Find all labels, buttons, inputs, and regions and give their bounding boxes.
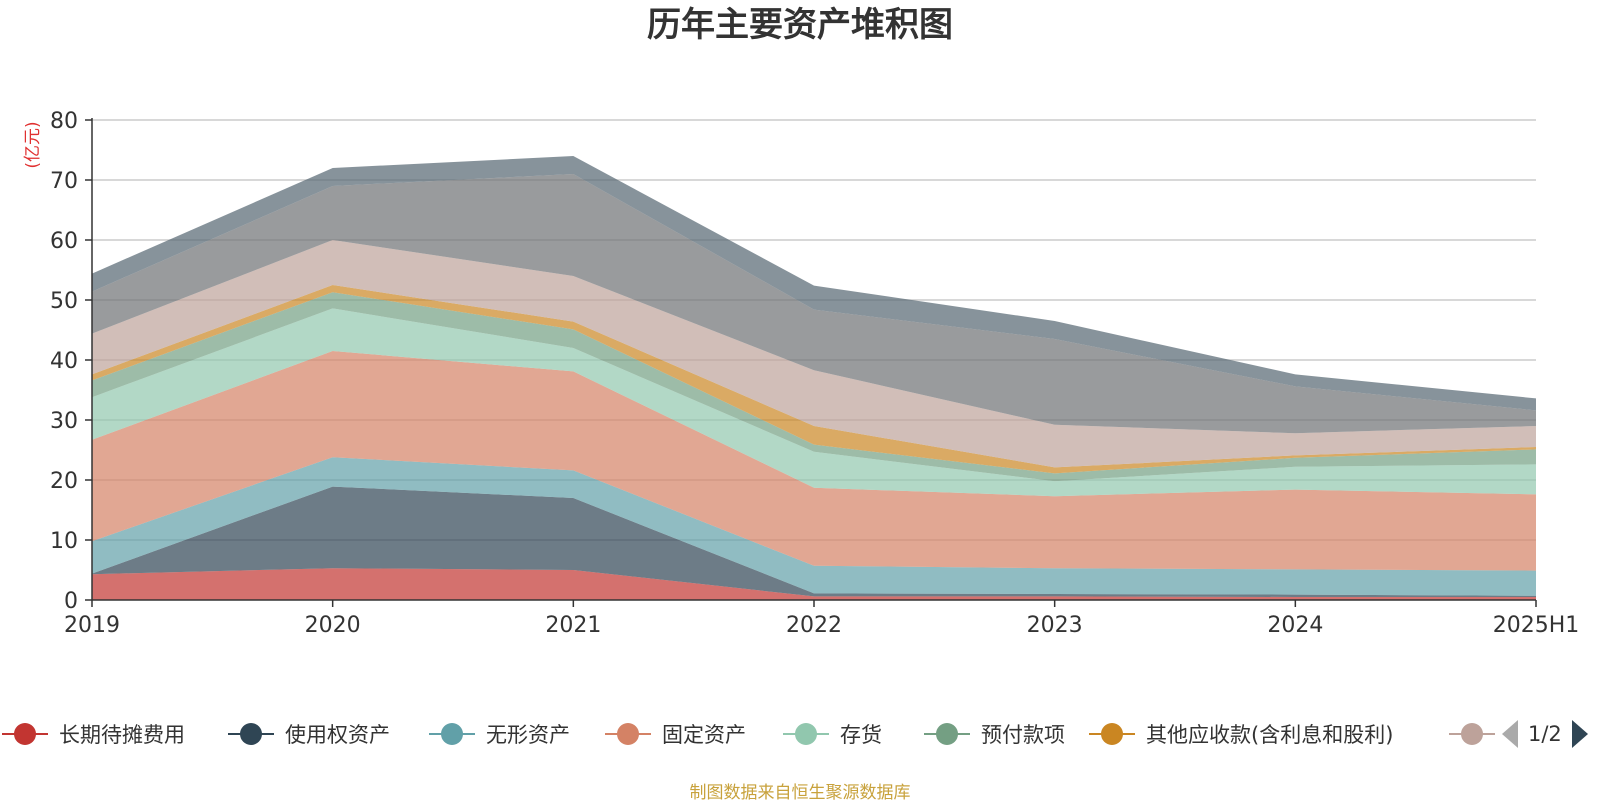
y-tick-label: 30 [50,409,78,434]
x-tick-label: 2024 [1267,613,1323,638]
legend-marker-icon [1449,723,1495,745]
chart-title: 历年主要资产堆积图 [647,5,953,45]
area-series-7[interactable] [92,285,1536,474]
legend-item-7[interactable]: 其他应收款(含利息和股利) [1087,712,1393,756]
legend-page-indicator: 1/2 [1528,722,1562,746]
x-tick-label: 2021 [545,613,601,638]
legend-marker-icon [924,723,970,745]
x-tick-label: 2023 [1027,613,1083,638]
y-tick-label: 10 [50,529,78,554]
x-tick-label: 2025H1 [1493,613,1580,638]
area-series-layer [92,156,1536,600]
legend-marker-icon [783,723,829,745]
legend-next-arrow-icon[interactable] [1570,719,1590,749]
x-tick-label: 2020 [305,613,361,638]
legend-item-8[interactable] [1447,712,1497,756]
legend-label: 预付款项 [981,723,1065,747]
x-tick-label: 2022 [786,613,842,638]
y-tick-label: 60 [50,229,78,254]
legend-marker-icon [1089,723,1135,745]
area-series-6[interactable] [92,292,1536,482]
legend-marker-icon [429,723,475,745]
legend-label: 使用权资产 [285,723,390,747]
x-tick-label: 2019 [64,613,120,638]
y-tick-label: 70 [50,169,78,194]
legend-label: 无形资产 [486,723,570,747]
legend-label: 其他应收款(含利息和股利) [1146,723,1394,747]
y-tick-label: 50 [50,289,78,314]
legend-item-5[interactable]: 存货 [781,712,882,756]
legend-pager: 1/2 [1500,712,1590,756]
legend-item-4[interactable]: 固定资产 [603,712,746,756]
area-series-3[interactable] [92,457,1536,596]
legend-label: 存货 [840,723,882,747]
legend-marker-icon [228,723,274,745]
area-series-5[interactable] [92,308,1536,497]
area-series-8[interactable] [92,240,1536,468]
area-series-2[interactable] [92,486,1536,597]
y-tick-label: 20 [50,469,78,494]
axes: 0 10 20 30 40 50 60 70 80 2019 2020 2021 2022 2023 202… [50,109,1579,638]
area-series-4[interactable] [92,351,1536,571]
legend-item-1[interactable]: 长期待摊费用 [0,712,185,756]
source-note: 制图数据来自恒生聚源数据库 [689,783,911,803]
legend-label: 固定资产 [662,723,746,747]
legend-marker-icon [605,723,651,745]
legend-item-3[interactable]: 无形资产 [427,712,570,756]
area-series-10[interactable] [92,156,1536,411]
area-series-1[interactable] [92,568,1536,600]
y-tick-label: 0 [64,589,78,614]
y-axis-unit-label: (亿元) [23,121,43,168]
legend-item-6[interactable]: 预付款项 [922,712,1065,756]
legend-prev-arrow-icon[interactable] [1500,719,1520,749]
area-series-9[interactable] [92,174,1536,434]
legend: 长期待摊费用 使用权资产 无形资产 固定资产 存货 预付款项 其他应收款(含利息和股利) 1… [0,712,1600,756]
legend-item-2[interactable]: 使用权资产 [226,712,390,756]
legend-label: 长期待摊费用 [59,723,185,747]
y-tick-label: 40 [50,349,78,374]
y-tick-label: 80 [50,109,78,134]
legend-marker-icon [2,723,48,745]
